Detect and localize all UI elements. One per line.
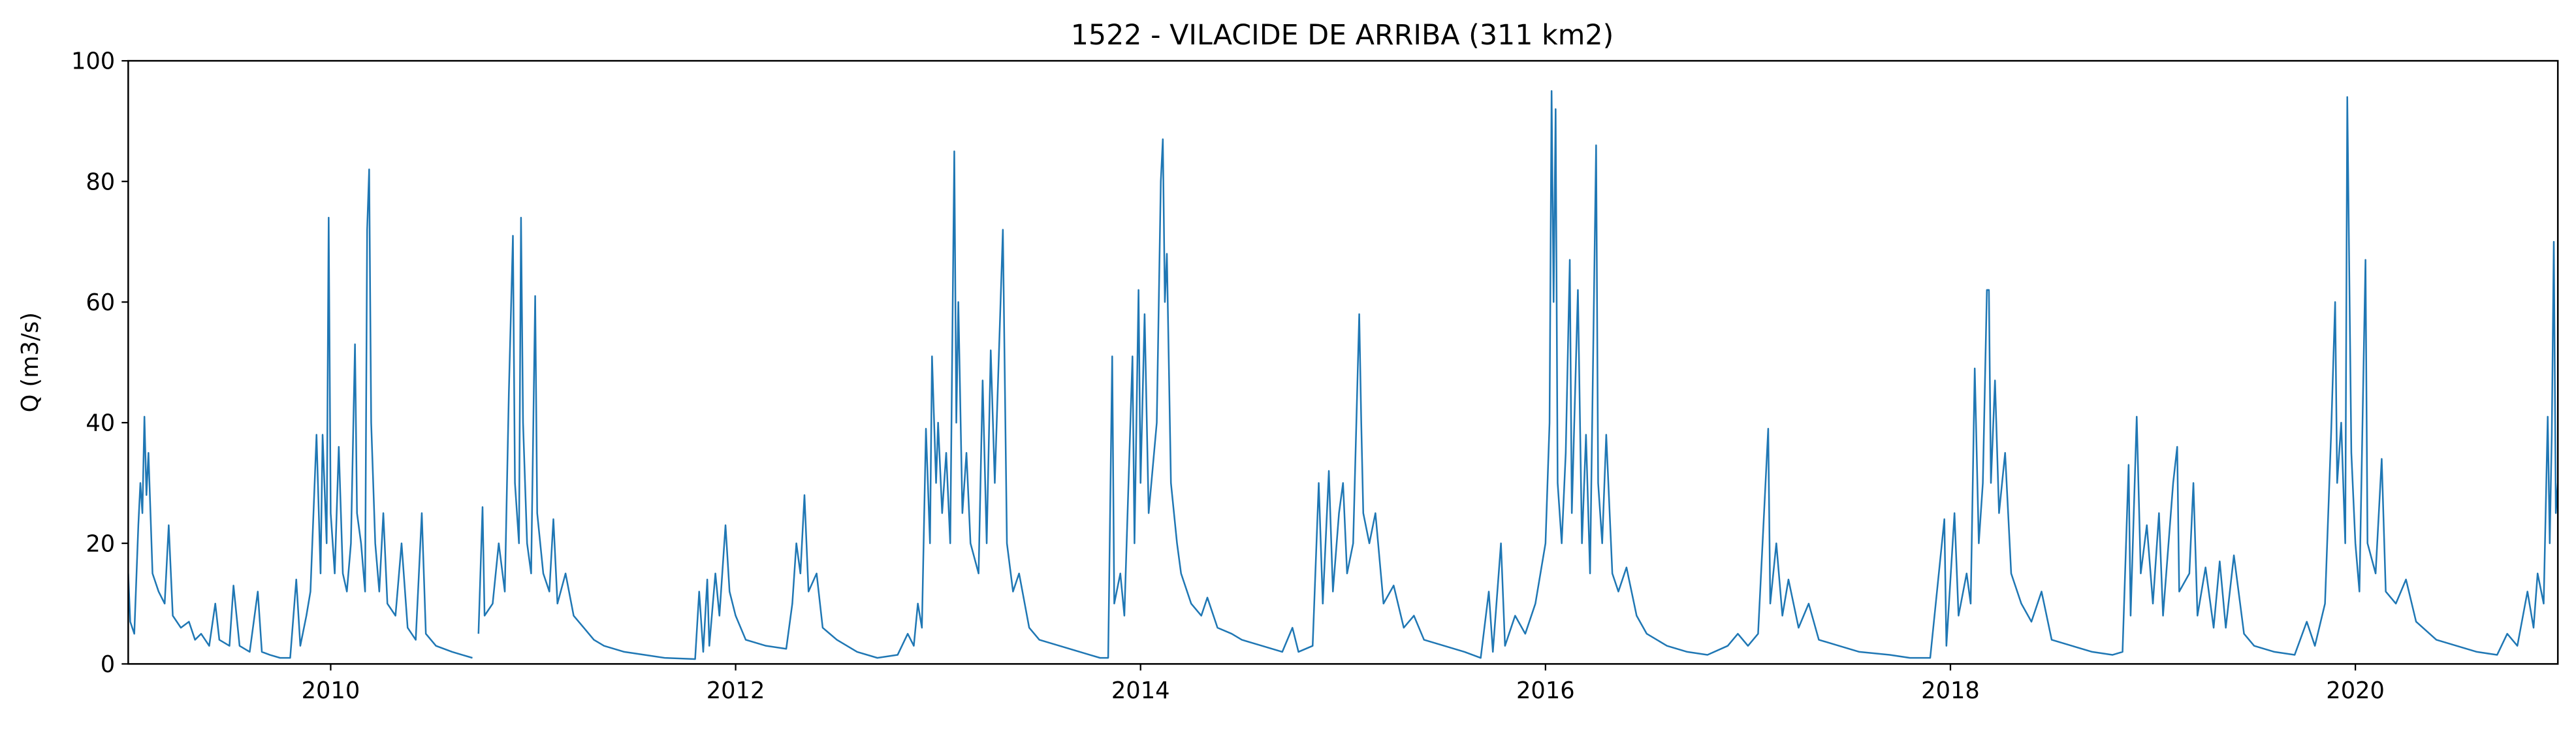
x-tick-label: 2020 <box>2326 677 2385 704</box>
y-axis-label: Q (m3/s) <box>17 312 44 412</box>
flow-line <box>128 89 2558 660</box>
chart-title: 1522 - VILACIDE DE ARRIBA (311 km2) <box>1071 19 1614 52</box>
y-tick-label: 100 <box>71 48 115 75</box>
x-tick-label: 2018 <box>1921 677 1980 704</box>
x-tick-label: 2014 <box>1111 677 1170 704</box>
x-tick-label: 2012 <box>707 677 765 704</box>
x-tick-label: 2016 <box>1516 677 1575 704</box>
plot-area <box>128 89 2558 660</box>
x-tick-label: 2010 <box>302 677 360 704</box>
y-tick-label: 0 <box>101 651 115 678</box>
y-tick-label: 60 <box>86 289 115 316</box>
y-tick-label: 40 <box>86 410 115 437</box>
y-tick-label: 20 <box>86 530 115 557</box>
y-tick-label: 80 <box>86 169 115 195</box>
axes-frame <box>127 59 2559 665</box>
